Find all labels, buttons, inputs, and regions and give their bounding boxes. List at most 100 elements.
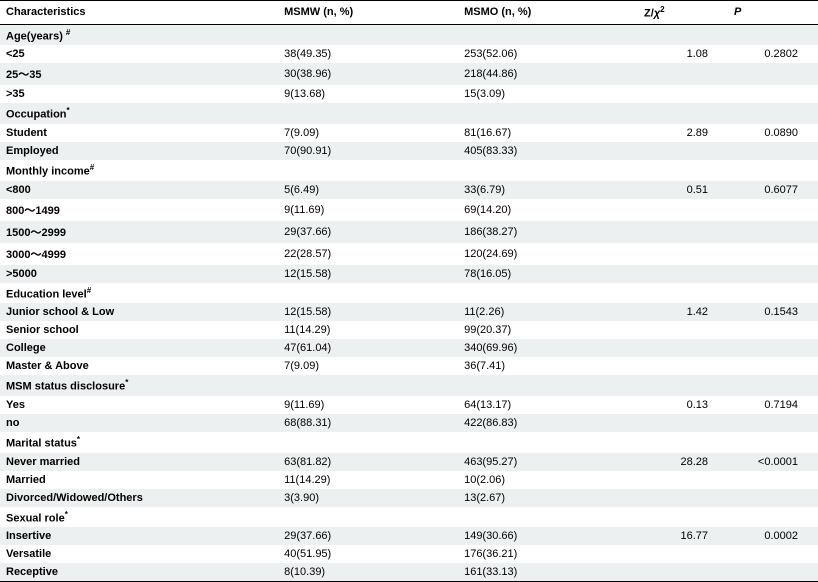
row-p xyxy=(728,414,818,432)
row-msmw: 70(90.91) xyxy=(278,142,458,160)
row-msmo: 15(3.09) xyxy=(458,85,638,103)
row-msmw: 11(14.29) xyxy=(278,471,458,489)
row-p xyxy=(728,243,818,265)
row-label: >35 xyxy=(0,85,278,103)
row-p: 0.6077 xyxy=(728,181,818,199)
characteristics-table: Characteristics MSMW (n, %) MSMO (n, %) … xyxy=(0,0,818,582)
row-msmw: 29(37.66) xyxy=(278,221,458,243)
row-msmo: 149(30.66) xyxy=(458,527,638,545)
col-header-msmo: MSMO (n, %) xyxy=(458,1,638,25)
row-z xyxy=(638,414,728,432)
row-z xyxy=(638,85,728,103)
row-p: <0.0001 xyxy=(728,453,818,471)
row-z: 1.08 xyxy=(638,45,728,63)
row-label: >5000 xyxy=(0,265,278,283)
table-row: Junior school & Low12(15.58)11(2.26)1.42… xyxy=(0,303,818,321)
row-label: Student xyxy=(0,124,278,142)
row-z: 0.51 xyxy=(638,181,728,199)
row-label: College xyxy=(0,339,278,357)
col-header-msmw: MSMW (n, %) xyxy=(278,1,458,25)
row-z xyxy=(638,489,728,507)
table-row: >500012(15.58)78(16.05) xyxy=(0,265,818,283)
row-msmo: 81(16.67) xyxy=(458,124,638,142)
row-label: Junior school & Low xyxy=(0,303,278,321)
row-z xyxy=(638,221,728,243)
table-row: 1500～299929(37.66)186(38.27) xyxy=(0,221,818,243)
row-z xyxy=(638,545,728,563)
row-msmo: 340(69.96) xyxy=(458,339,638,357)
row-msmw: 29(37.66) xyxy=(278,527,458,545)
table-row: Divorced/Widowed/Others3(3.90)13(2.67) xyxy=(0,489,818,507)
table-row: >359(13.68)15(3.09) xyxy=(0,85,818,103)
section-title: Sexual role* xyxy=(0,507,278,528)
table-row: Never married63(81.82)463(95.27)28.28<0.… xyxy=(0,453,818,471)
section-title: Education level# xyxy=(0,283,278,304)
col-header-z: Z/χ2 xyxy=(638,1,728,25)
z-prefix: Z/ xyxy=(644,8,654,20)
row-msmw: 5(6.49) xyxy=(278,181,458,199)
table-row: Student7(9.09)81(16.67)2.890.0890 xyxy=(0,124,818,142)
row-msmw: 11(14.29) xyxy=(278,321,458,339)
row-label: 800～1499 xyxy=(0,199,278,221)
row-msmw: 47(61.04) xyxy=(278,339,458,357)
row-label: Never married xyxy=(0,453,278,471)
table-header-row: Characteristics MSMW (n, %) MSMO (n, %) … xyxy=(0,1,818,25)
table-row: Versatile40(51.95)176(36.21) xyxy=(0,545,818,563)
row-msmo: 186(38.27) xyxy=(458,221,638,243)
row-msmo: 33(6.79) xyxy=(458,181,638,199)
row-z xyxy=(638,321,728,339)
col-header-characteristics: Characteristics xyxy=(0,1,278,25)
section-title: Marital status* xyxy=(0,432,278,453)
row-p xyxy=(728,85,818,103)
row-msmo: 422(86.83) xyxy=(458,414,638,432)
col-header-p: P xyxy=(728,1,818,25)
row-msmo: 176(36.21) xyxy=(458,545,638,563)
row-label: Divorced/Widowed/Others xyxy=(0,489,278,507)
row-msmw: 12(15.58) xyxy=(278,303,458,321)
table-section-header: Occupation* xyxy=(0,103,818,124)
row-msmw: 9(11.69) xyxy=(278,199,458,221)
row-z xyxy=(638,142,728,160)
row-msmo: 253(52.06) xyxy=(458,45,638,63)
row-z xyxy=(638,199,728,221)
row-label: 3000～4999 xyxy=(0,243,278,265)
section-title: Monthly income# xyxy=(0,160,278,181)
row-z xyxy=(638,339,728,357)
table-row: 25～3530(38.96)218(44.86) xyxy=(0,63,818,85)
row-p xyxy=(728,142,818,160)
table-row: Married11(14.29)10(2.06) xyxy=(0,471,818,489)
table-section-header: Sexual role* xyxy=(0,507,818,528)
table-body: Age(years) #<2538(49.35)253(52.06)1.080.… xyxy=(0,24,818,582)
row-msmw: 30(38.96) xyxy=(278,63,458,85)
row-z: 28.28 xyxy=(638,453,728,471)
table-row: Employed70(90.91)405(83.33) xyxy=(0,142,818,160)
row-label: <25 xyxy=(0,45,278,63)
row-label: Versatile xyxy=(0,545,278,563)
row-p xyxy=(728,357,818,375)
z-sq: 2 xyxy=(660,5,664,14)
row-p xyxy=(728,221,818,243)
row-msmw: 12(15.58) xyxy=(278,265,458,283)
row-p xyxy=(728,489,818,507)
row-msmo: 10(2.06) xyxy=(458,471,638,489)
table-row: 3000～499922(28.57)120(24.69) xyxy=(0,243,818,265)
row-z xyxy=(638,243,728,265)
row-p: 0.7194 xyxy=(728,396,818,414)
section-title: Age(years) # xyxy=(0,24,278,45)
row-msmo: 218(44.86) xyxy=(458,63,638,85)
row-label: Insertive xyxy=(0,527,278,545)
row-p xyxy=(728,63,818,85)
row-label: 1500～2999 xyxy=(0,221,278,243)
table-section-header: Education level# xyxy=(0,283,818,304)
row-p: 0.0890 xyxy=(728,124,818,142)
row-msmw: 9(13.68) xyxy=(278,85,458,103)
row-msmo: 11(2.26) xyxy=(458,303,638,321)
row-p: 0.2802 xyxy=(728,45,818,63)
section-title: MSM status disclosure* xyxy=(0,375,278,396)
row-msmo: 99(20.37) xyxy=(458,321,638,339)
section-title: Occupation* xyxy=(0,103,278,124)
row-p: 0.0002 xyxy=(728,527,818,545)
row-msmo: 463(95.27) xyxy=(458,453,638,471)
row-msmo: 405(83.33) xyxy=(458,142,638,160)
row-msmo: 120(24.69) xyxy=(458,243,638,265)
